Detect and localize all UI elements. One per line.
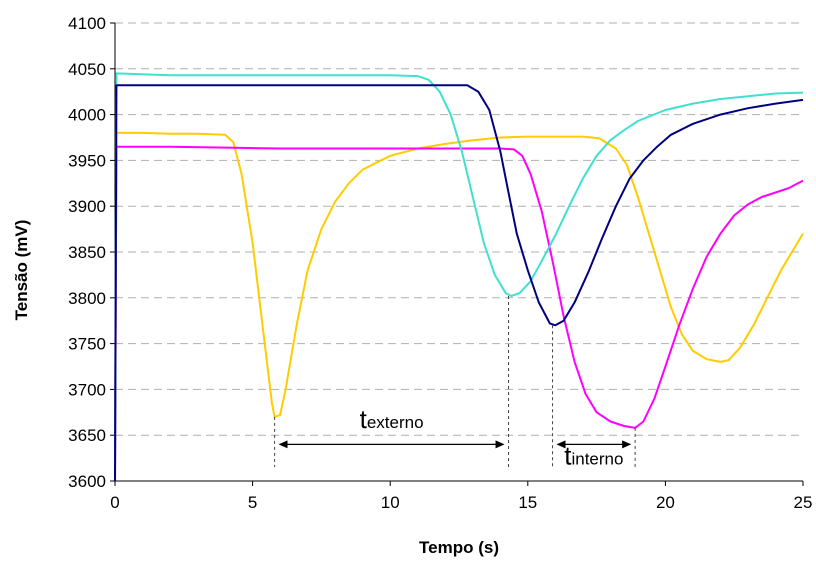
x-tick-label-0: 0: [110, 493, 119, 512]
y-tick-label-1: 3650: [68, 426, 106, 445]
axes: [110, 22, 804, 486]
y-tick-label-7: 3950: [68, 151, 106, 170]
y-tick-label-5: 3850: [68, 243, 106, 262]
series-group: [114, 72, 804, 482]
series-line-0: [114, 131, 804, 482]
y-tick-label-10: 4100: [68, 14, 106, 33]
y-tick-label-6: 3900: [68, 197, 106, 216]
x-tick-label-3: 15: [518, 493, 537, 512]
annotation-0-label: texterno: [360, 404, 424, 434]
series-line-2: [114, 72, 804, 482]
annotation-1-label: tinterno: [564, 441, 623, 471]
y-tick-label-8: 4000: [68, 106, 106, 125]
y-tick-label-4: 3800: [68, 289, 106, 308]
x-tick-label-2: 10: [381, 493, 400, 512]
series-line-3: [114, 84, 804, 482]
gridlines: [115, 22, 803, 436]
annotation-1-label-sub: interno: [571, 450, 623, 469]
y-tick-label-2: 3700: [68, 380, 106, 399]
y-axis-title: Tensão (mV): [12, 220, 31, 321]
annotation-0-label-t: t: [360, 404, 368, 434]
annotation-0-label-sub: externo: [367, 413, 424, 432]
x-tick-label-1: 5: [248, 493, 257, 512]
y-tick-label-9: 4050: [68, 60, 106, 79]
series-line-1: [114, 145, 804, 482]
x-tick-label-5: 25: [794, 493, 813, 512]
annotation-1-label-t: t: [564, 441, 572, 471]
x-tick-label-4: 20: [656, 493, 675, 512]
y-tick-label-0: 3600: [68, 472, 106, 491]
x-axis-title: Tempo (s): [419, 538, 499, 557]
x-tick-labels: 0 5 10 15 20 25: [110, 493, 812, 512]
y-tick-labels: 3600 3650 3700 3750 3800 3850 3900 3950 4000 4050…: [68, 14, 106, 491]
y-tick-label-3: 3750: [68, 335, 106, 354]
